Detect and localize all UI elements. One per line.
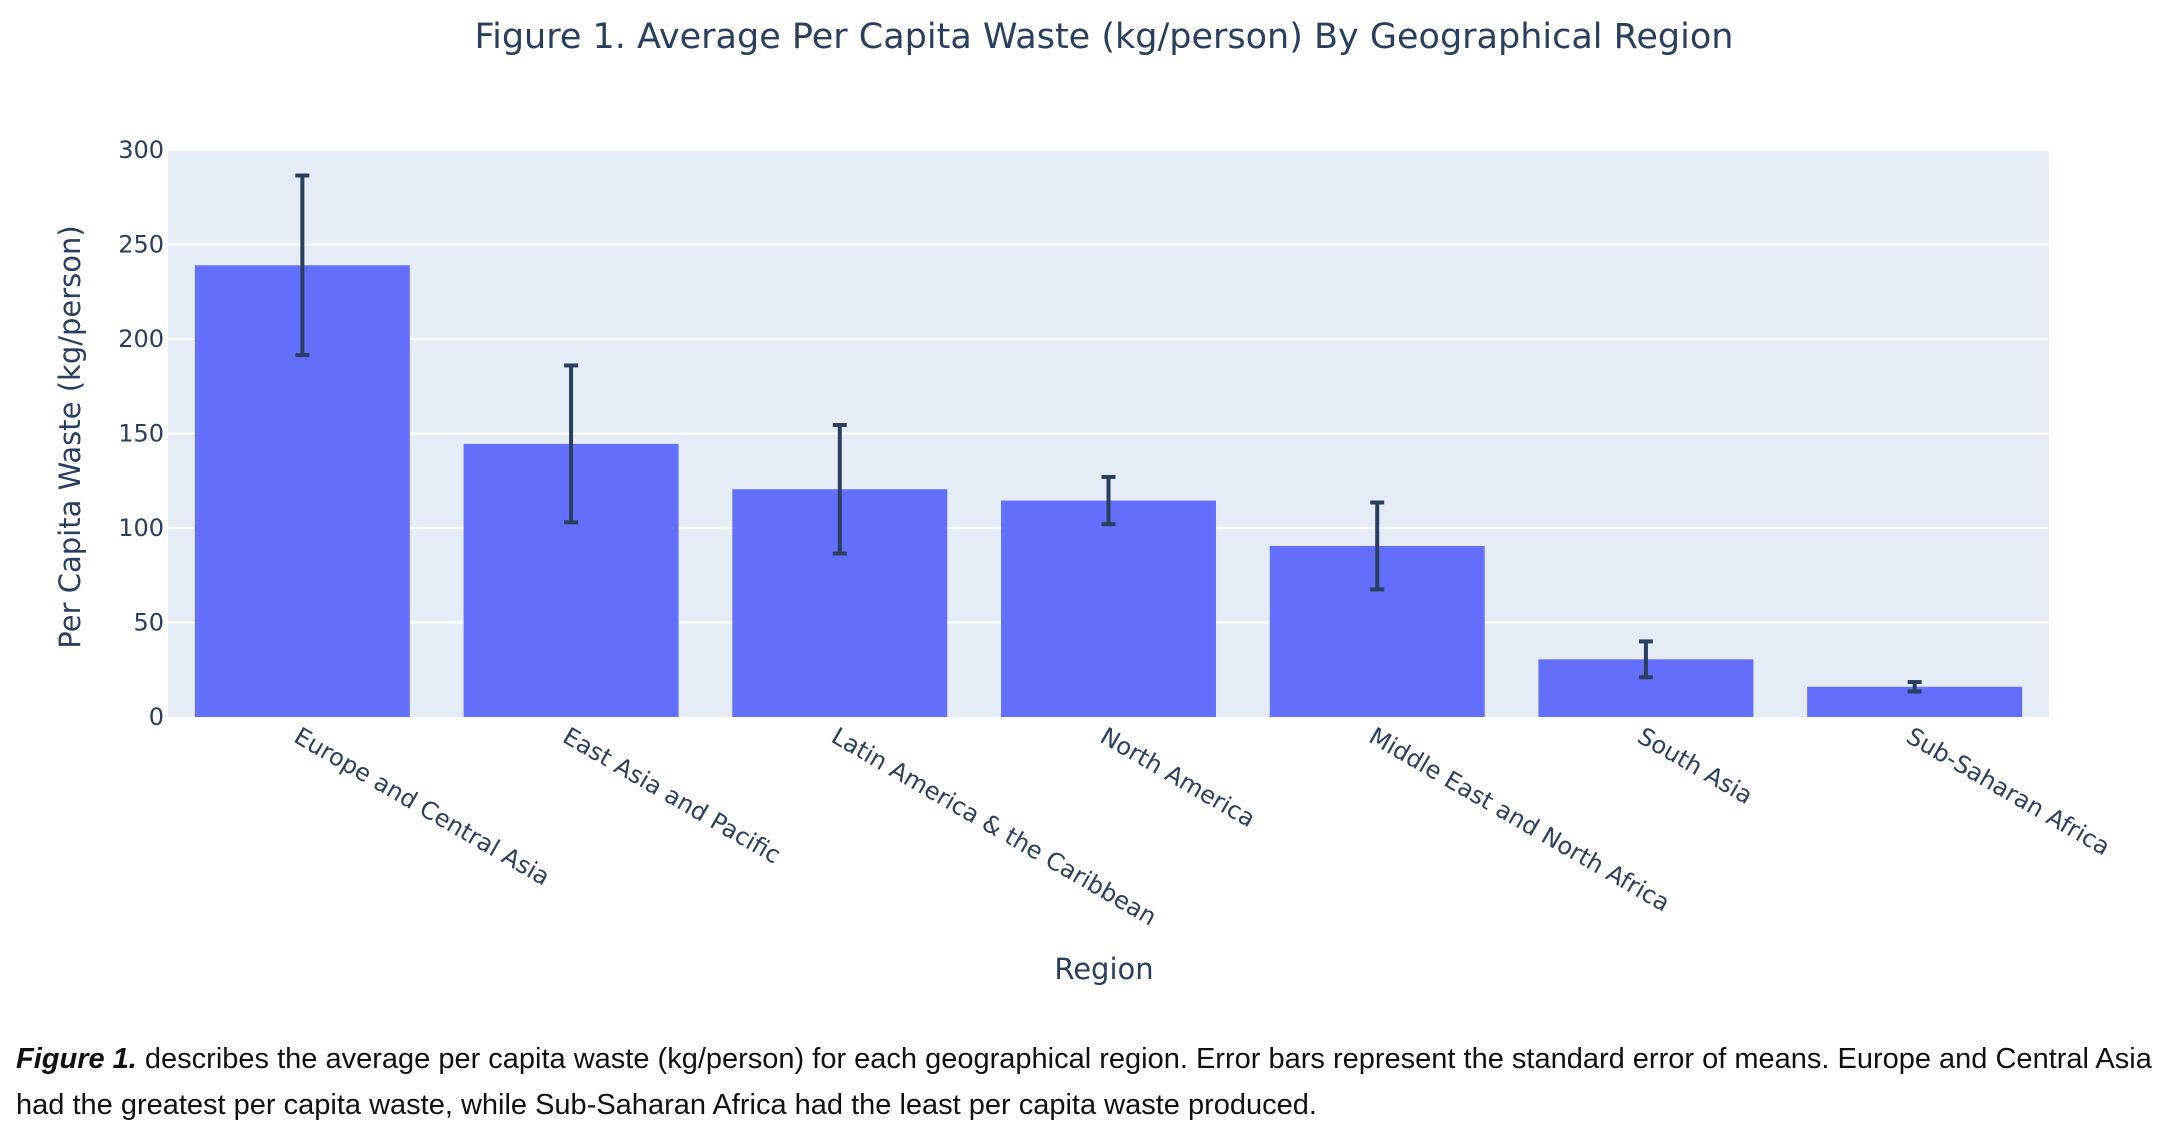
x-tick-label: South Asia — [1633, 722, 1758, 810]
x-tick-label: North America — [1096, 722, 1260, 833]
x-tick-label: Sub-Saharan Africa — [1902, 722, 2115, 861]
y-tick-label: 250 — [118, 231, 164, 259]
y-tick-label: 100 — [118, 514, 164, 542]
error-bar — [1370, 500, 1385, 592]
error-bar — [295, 173, 310, 358]
x-axis-ticks: Europe and Central Asia East Asia and Pac… — [289, 722, 2115, 931]
y-axis-ticks: 0 50 100 150 200 250 300 — [118, 136, 164, 731]
caption-lead: Figure 1. — [16, 1043, 137, 1075]
error-bars — [295, 173, 1922, 694]
error-bar — [564, 363, 579, 525]
y-axis-title: Per Capita Waste (kg/person) — [53, 225, 87, 648]
y-tick-label: 0 — [149, 703, 164, 731]
bar — [1001, 500, 1216, 717]
y-tick-label: 50 — [133, 609, 164, 637]
error-bar — [1101, 474, 1116, 527]
x-axis-title: Region — [1054, 952, 1153, 986]
chart-title: Figure 1. Average Per Capita Waste (kg/p… — [475, 17, 1734, 57]
error-bar — [1907, 680, 1922, 694]
caption-text: describes the average per capita waste (… — [16, 1043, 2152, 1121]
error-bar — [832, 422, 847, 556]
error-bar — [1638, 639, 1653, 680]
x-tick-label: Europe and Central Asia — [289, 722, 554, 891]
figure-caption: Figure 1. describes the average per capi… — [16, 1036, 2156, 1128]
x-tick-label: Middle East and North Africa — [1364, 722, 1674, 917]
y-tick-label: 150 — [118, 420, 164, 448]
y-tick-label: 200 — [118, 325, 164, 353]
x-tick-label: East Asia and Pacific — [558, 722, 785, 869]
y-tick-label: 300 — [118, 136, 164, 164]
